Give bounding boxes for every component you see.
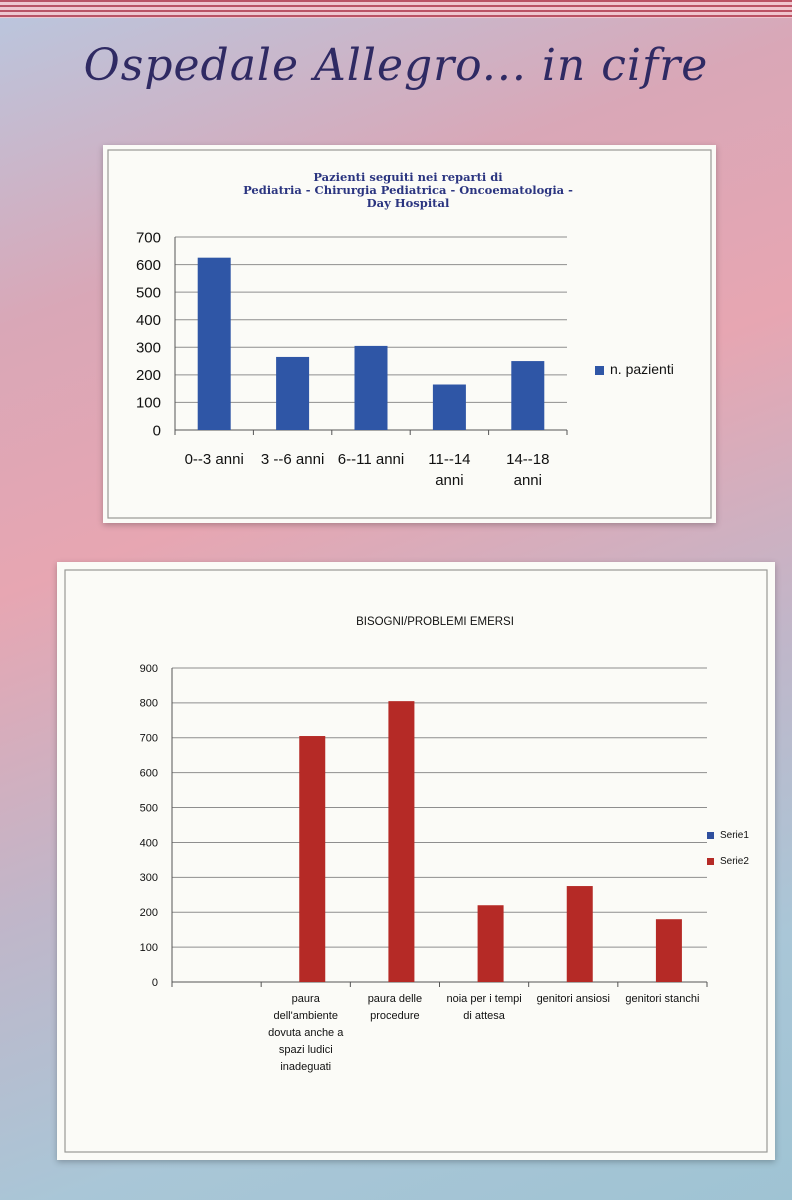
needs-bar: [299, 736, 326, 982]
patients-category-label: 6--11 anni: [338, 451, 404, 468]
needs-chart-title: BISOGNI/PROBLEMI EMERSI: [356, 616, 514, 628]
chart-panel-needs: BISOGNI/PROBLEMI EMERSI 0 100 200 300 400 500 6…: [57, 562, 775, 1160]
needs-category-label: di attesa: [463, 1010, 505, 1022]
needs-y-tick-label: 100: [140, 942, 158, 954]
needs-bar: [566, 886, 593, 982]
needs-bar-chart: BISOGNI/PROBLEMI EMERSI 0 100 200 300 400 500 6…: [64, 569, 768, 1153]
patients-y-tick-label: 0: [153, 422, 161, 439]
patients-y-tick-label: 700: [136, 229, 161, 246]
needs-bar: [388, 701, 415, 982]
patients-chart-title: Day Hospital: [367, 196, 450, 210]
needs-category-label: inadeguati: [280, 1061, 331, 1073]
needs-y-tick-label: 300: [140, 872, 158, 884]
needs-category-label: spazi ludici: [279, 1044, 333, 1056]
needs-y-tick-label: 500: [140, 802, 158, 814]
patients-chart-title: Pazienti seguiti nei reparti di: [313, 170, 503, 184]
page-title: Ospedale Allegro... in cifre: [83, 40, 709, 91]
needs-y-tick-label: 200: [140, 907, 158, 919]
patients-category-label: 3 --6 anni: [261, 451, 324, 468]
needs-y-tick-label: 0: [152, 977, 158, 989]
patients-y-tick-label: 100: [136, 395, 161, 412]
patients-category-label: 0--3 anni: [185, 451, 244, 468]
patients-bar: [354, 345, 388, 430]
needs-y-tick-label: 600: [140, 768, 158, 780]
needs-legend-swatch: [707, 858, 714, 865]
patients-bar: [511, 361, 545, 430]
needs-y-tick-label: 800: [140, 698, 158, 710]
needs-y-tick-label: 700: [140, 733, 158, 745]
needs-category-label: genitori stanchi: [625, 993, 699, 1005]
patients-chart-title: Pediatria - Chirurgia Pediatrica - Oncoe…: [243, 183, 573, 197]
needs-category-label: noia per i tempi: [446, 993, 521, 1005]
patients-bar: [197, 257, 231, 430]
needs-category-label: paura: [292, 993, 321, 1005]
needs-category-label: paura delle: [368, 993, 422, 1005]
needs-category-label: dovuta anche a: [268, 1027, 344, 1039]
patients-y-tick-label: 400: [136, 312, 161, 329]
needs-y-tick-label: 400: [140, 837, 158, 849]
needs-category-label: dell'ambiente: [274, 1010, 338, 1022]
patients-bar: [276, 356, 310, 430]
patients-category-label: 11--14: [428, 451, 470, 468]
needs-legend-label: Serie2: [720, 856, 749, 867]
needs-y-tick-label: 900: [140, 663, 158, 675]
patients-y-tick-label: 500: [136, 284, 161, 301]
needs-chart-frame: [64, 569, 768, 1153]
patients-legend-label: n. pazienti: [610, 361, 674, 377]
patients-category-label: anni: [514, 472, 542, 489]
patients-bar-chart: Pazienti seguiti nei reparti diPediatria…: [107, 149, 712, 519]
chart-panel-patients: Pazienti seguiti nei reparti di Pediatria…: [103, 145, 716, 523]
patients-y-tick-label: 200: [136, 367, 161, 384]
patients-y-tick-label: 300: [136, 340, 161, 357]
needs-legend-label: Serie1: [720, 830, 749, 841]
top-border-stripes: [0, 0, 792, 18]
patients-y-tick-label: 600: [136, 257, 161, 274]
needs-bar: [477, 905, 504, 982]
patients-legend-swatch: [595, 366, 604, 375]
needs-bar: [655, 919, 682, 982]
needs-category-label: procedure: [370, 1010, 420, 1022]
patients-category-label: 14--18: [506, 451, 549, 468]
patients-bar: [432, 384, 466, 430]
needs-category-label: genitori ansiosi: [537, 993, 610, 1005]
patients-category-label: anni: [435, 472, 463, 489]
needs-legend-swatch: [707, 832, 714, 839]
patients-chart-frame: [107, 149, 712, 519]
